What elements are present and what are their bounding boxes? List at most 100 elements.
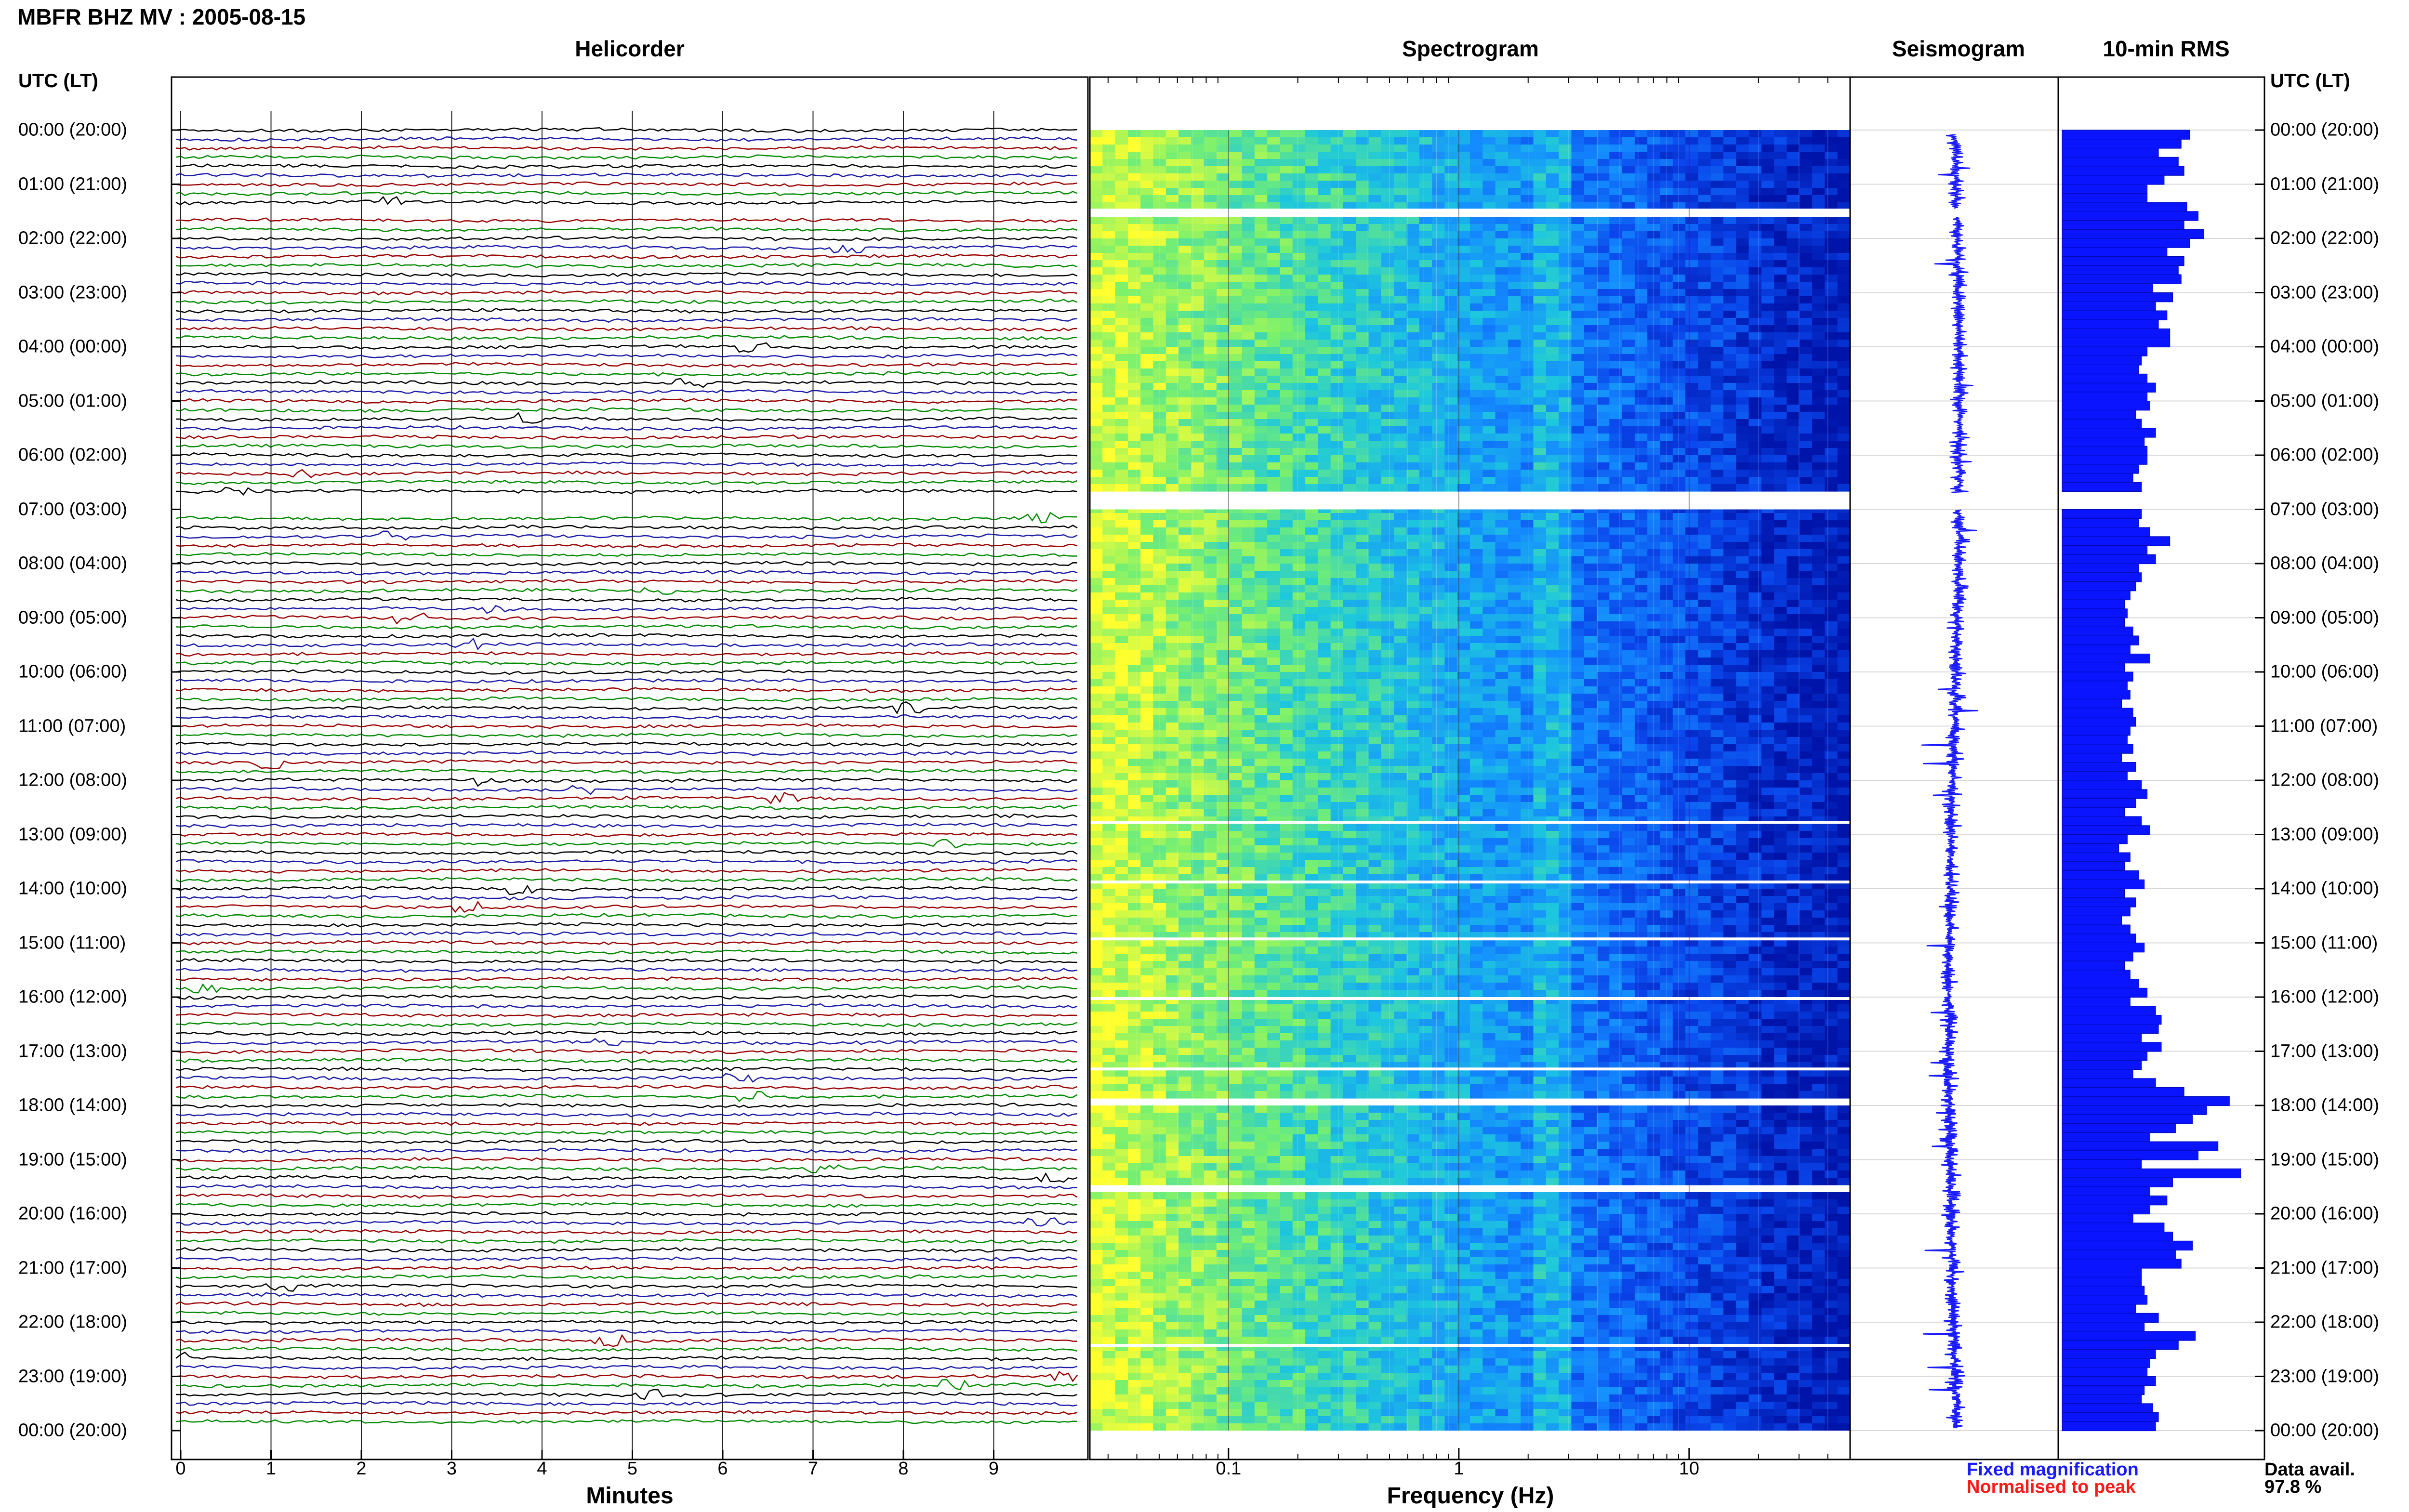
spectrogram-cell <box>1102 195 1116 203</box>
spectrogram-cell <box>1229 455 1243 463</box>
spectrogram-cell <box>1330 267 1344 275</box>
spectrogram-cell <box>1508 629 1521 636</box>
spectrogram-cell <box>1482 564 1496 571</box>
spectrogram-cell <box>1559 470 1572 477</box>
spectrogram-cell <box>1242 636 1255 644</box>
spectrogram-cell <box>1267 657 1281 665</box>
spectrogram-cell <box>1217 181 1230 188</box>
spectrogram-cell <box>1229 303 1243 311</box>
spectrogram-cell <box>1825 325 1838 333</box>
spectrogram-cell <box>1115 296 1128 304</box>
spectrogram-cell <box>1482 513 1496 521</box>
spectrogram-cell <box>1698 585 1711 593</box>
spectrogram-cell <box>1774 412 1787 420</box>
spectrogram-cell <box>1571 166 1585 174</box>
spectrogram-cell <box>1546 470 1559 477</box>
spectrogram-cell <box>1368 159 1382 167</box>
spectrogram-cell <box>1165 578 1179 586</box>
spectrogram-cell <box>1432 571 1445 579</box>
spectrogram-cell <box>1305 347 1318 355</box>
spectrogram-cell <box>1812 361 1825 369</box>
spectrogram-cell <box>1647 368 1661 376</box>
spectrogram-cell <box>1280 636 1293 644</box>
spectrogram-cell <box>1178 549 1191 557</box>
spectrogram-cell <box>1723 224 1736 232</box>
spectrogram-cell <box>1787 303 1800 311</box>
spectrogram-cell <box>1609 636 1623 644</box>
spectrogram-cell <box>1394 303 1407 311</box>
spectrogram-cell <box>1444 340 1458 347</box>
spectrogram-cell <box>1837 441 1850 448</box>
spectrogram-cell <box>1495 708 1509 716</box>
spectrogram-cell <box>1394 527 1407 535</box>
spectrogram-cell <box>1748 434 1762 441</box>
spectrogram-cell <box>1444 657 1458 665</box>
spectrogram-cell <box>1343 152 1356 159</box>
spectrogram-cell <box>1597 159 1610 167</box>
spectrogram-cell <box>1280 368 1293 376</box>
spectrogram-cell <box>1787 217 1800 224</box>
spectrogram-cell <box>1457 513 1470 521</box>
spectrogram-cell <box>1165 202 1179 210</box>
spectrogram-cell <box>1723 181 1736 188</box>
spectrogram-cell <box>1825 665 1838 672</box>
spectrogram-cell <box>1318 441 1331 448</box>
spectrogram-cell <box>1787 340 1800 347</box>
spectrogram-cell <box>1267 296 1281 304</box>
spectrogram-cell <box>1470 708 1483 716</box>
spectrogram-cell <box>1634 549 1648 557</box>
spectrogram-cell <box>1482 621 1496 629</box>
spectrogram-cell <box>1609 419 1623 427</box>
spectrogram-cell <box>1140 679 1154 687</box>
spectrogram-cell <box>1622 267 1635 275</box>
spectrogram-cell <box>1787 542 1800 550</box>
spectrogram-cell <box>1102 325 1116 333</box>
spectrogram-cell <box>1559 441 1572 448</box>
spectrogram-cell <box>1571 253 1585 261</box>
spectrogram-cell <box>1191 614 1204 622</box>
spectrogram-cell <box>1597 260 1610 268</box>
spectrogram-cell <box>1647 152 1661 159</box>
spectrogram-cell <box>1127 715 1141 723</box>
spectrogram-cell <box>1837 665 1850 672</box>
spectrogram-cell <box>1115 549 1128 557</box>
spectrogram-cell <box>1698 181 1711 188</box>
spectrogram-cell <box>1698 238 1711 246</box>
spectrogram-cell <box>1368 361 1382 369</box>
spectrogram-cell <box>1102 426 1116 434</box>
spectrogram-cell <box>1660 303 1673 311</box>
spectrogram-cell <box>1571 137 1585 145</box>
spectrogram-cell <box>1305 686 1318 694</box>
spectrogram-cell <box>1318 657 1331 665</box>
spectrogram-cell <box>1267 426 1281 434</box>
spectrogram-cell <box>1343 311 1356 318</box>
spectrogram-cell <box>1736 643 1749 651</box>
spectrogram-cell <box>1102 484 1116 492</box>
spectrogram-cell <box>1217 535 1230 542</box>
spectrogram-cell <box>1140 202 1154 210</box>
spectrogram-cell <box>1482 397 1496 405</box>
spectrogram-cell <box>1394 419 1407 427</box>
spectrogram-cell <box>1647 325 1661 333</box>
spectrogram-cell <box>1178 723 1191 730</box>
spectrogram-cell <box>1356 470 1369 477</box>
spectrogram-cell <box>1825 311 1838 318</box>
spectrogram-cell <box>1622 137 1635 145</box>
spectrogram-cell <box>1546 231 1559 239</box>
spectrogram-cell <box>1622 426 1635 434</box>
spectrogram-cell <box>1698 231 1711 239</box>
spectrogram-cell <box>1254 484 1268 492</box>
spectrogram-cell <box>1647 376 1661 383</box>
spectrogram-cell <box>1229 405 1243 412</box>
spectrogram-cell <box>1381 130 1394 138</box>
spectrogram-cell <box>1546 419 1559 427</box>
spectrogram-cell <box>1444 527 1458 535</box>
spectrogram-cell <box>1748 730 1762 737</box>
spectrogram-cell <box>1444 701 1458 709</box>
spectrogram-cell <box>1090 412 1103 420</box>
spectrogram-cell <box>1698 556 1711 564</box>
spectrogram-cell <box>1140 737 1154 745</box>
spectrogram-cell <box>1356 195 1369 203</box>
spectrogram-cell <box>1660 715 1673 723</box>
spectrogram-cell <box>1584 145 1597 152</box>
